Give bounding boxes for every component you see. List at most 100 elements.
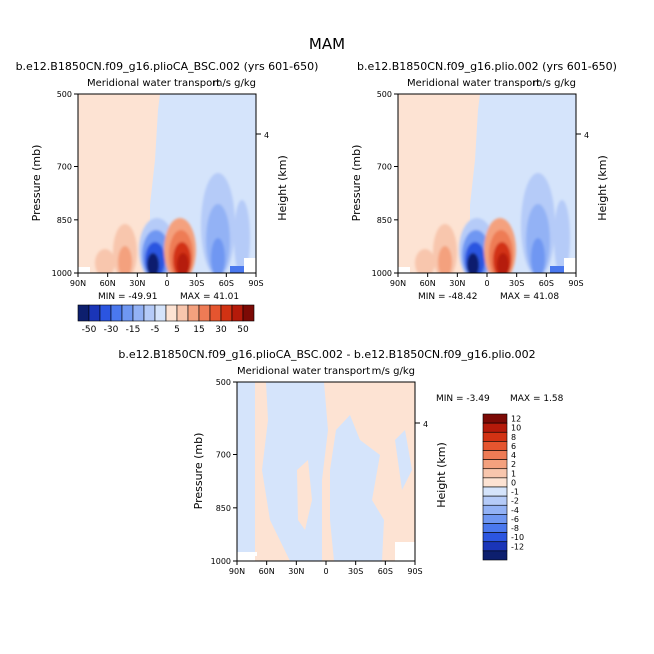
terrain-mask-south <box>230 266 244 273</box>
colorbar-top-swatch <box>110 304 123 322</box>
colorbar-bottom-swatch <box>482 550 508 561</box>
colorbar-bottom-swatch <box>482 532 508 543</box>
cell-south-mid-3 <box>531 238 545 273</box>
x-tick-label: 60N <box>259 567 275 576</box>
x-tick-label: 30S <box>189 279 204 288</box>
terrain-mask-north <box>78 267 90 273</box>
panel-a-units: m/s g/kg <box>213 78 256 89</box>
y-tick-label: 500 <box>216 378 231 387</box>
panel-c-header: b.e12.B1850CN.f09_g16.plioCA_BSC.002 - b… <box>118 348 535 361</box>
y-tick-label: 1000 <box>372 269 392 278</box>
panel-b-max-label: MAX = 41.08 <box>500 292 559 302</box>
colorbar-bottom-label: 6 <box>511 442 516 451</box>
x-tick-label: 90S <box>568 279 583 288</box>
colorbar-top: -50 -30 -15 -5 5 15 30 50 <box>77 304 255 335</box>
colorbar-bottom-label: 0 <box>511 478 516 487</box>
colorbar-bottom-label: -6 <box>511 515 519 524</box>
x-tick-label: 0 <box>164 279 169 288</box>
colorbar-top-label: -5 <box>151 325 160 335</box>
colorbar-bottom-label: 4 <box>511 451 516 460</box>
colorbar-bottom-label: 2 <box>511 460 516 469</box>
panel-b-header: b.e12.B1850CN.f09_g16.plio.002 (yrs 601-… <box>357 60 617 73</box>
x-tick-label: 60S <box>539 279 554 288</box>
panel-b-ylabel: Pressure (mb) <box>350 145 363 222</box>
x-tick-label: 30S <box>509 279 524 288</box>
y-tick-label: 700 <box>57 162 72 171</box>
colorbar-bottom-label: -2 <box>511 497 519 506</box>
colorbar-top-swatch <box>220 304 233 322</box>
x-tick-label: 90N <box>70 279 86 288</box>
colorbar-bottom-swatch <box>482 477 508 488</box>
colorbar-top-label: 5 <box>174 325 180 335</box>
panel-b-y-ticks: 500 700 850 1000 <box>372 90 398 278</box>
y-tick-label: 850 <box>216 504 231 513</box>
x-tick-label: 30N <box>129 279 145 288</box>
y-tick-label: 500 <box>57 90 72 99</box>
y-tick-label: 850 <box>377 216 392 225</box>
colorbar-top-swatch <box>77 304 90 322</box>
colorbar-bottom-label: 12 <box>511 415 521 424</box>
colorbar-bottom-swatch <box>482 541 508 552</box>
region-negative-4 <box>355 460 368 515</box>
colorbar-bottom-swatch <box>482 495 508 506</box>
colorbar-bottom-label: 10 <box>511 424 521 433</box>
x-tick-label: 0 <box>323 567 328 576</box>
x-tick-label: 90S <box>248 279 263 288</box>
panel-a-ylabel: Pressure (mb) <box>30 145 43 222</box>
panel-a-max-label: MAX = 41.01 <box>180 292 239 302</box>
colorbar-top-swatch <box>154 304 167 322</box>
y-tick-label: 850 <box>57 216 72 225</box>
colorbar-bottom-label: 1 <box>511 469 516 478</box>
colorbar-bottom-label: -8 <box>511 524 519 533</box>
colorbar-bottom-swatch <box>482 413 508 424</box>
terrain-mask-antarctica <box>395 542 415 561</box>
terrain-mask-north <box>398 267 410 273</box>
cell-pos-4 <box>497 253 509 273</box>
y-tick-label: 500 <box>377 90 392 99</box>
colorbar-bottom-swatch <box>482 459 508 470</box>
panel-a-y-ticks: 500 700 850 1000 <box>52 90 78 278</box>
panel-b-units: m/s g/kg <box>533 78 576 89</box>
region-positive-2 <box>297 460 312 530</box>
terrain-mask-north <box>237 552 257 561</box>
panel-c-subtitle: Meridional water transport <box>237 366 370 377</box>
colorbar-top-swatch <box>99 304 112 322</box>
terrain-mask-antarctica <box>244 258 256 273</box>
colorbar-bottom-swatch <box>482 514 508 524</box>
colorbar-top-swatch <box>231 304 244 322</box>
colorbar-top-swatch <box>165 304 178 322</box>
panel-c-ylabel-right: Height (km) <box>435 442 448 508</box>
panel-c-plot-area <box>237 382 415 561</box>
panel-b-ylabel-right: Height (km) <box>596 155 609 221</box>
y-tick-label: 700 <box>216 450 231 459</box>
x-tick-label: 30S <box>348 567 363 576</box>
panel-c-ylabel: Pressure (mb) <box>192 433 205 510</box>
region-positive-1 <box>255 382 290 561</box>
cell-north-3 <box>95 249 115 273</box>
x-tick-label: 90N <box>229 567 245 576</box>
terrain-mask-south <box>550 266 564 273</box>
cell-south-high <box>554 200 570 273</box>
x-tick-label: 0 <box>484 279 489 288</box>
panel-b-subtitle: Meridional water transport <box>407 78 540 89</box>
colorbar-bottom-swatch <box>482 468 508 479</box>
height-tick-label: 4 <box>264 131 269 140</box>
colorbar-top-label: -15 <box>126 325 141 335</box>
x-tick-label: 90N <box>390 279 406 288</box>
height-tick-label: 4 <box>584 131 589 140</box>
x-tick-label: 90S <box>407 567 422 576</box>
terrain-mask-mid <box>255 556 267 561</box>
terrain-mask-antarctica <box>564 258 576 273</box>
panel-b-plot-area <box>398 94 576 273</box>
panel-a-x-ticks: 90N 60N 30N 0 30S 60S 90S <box>70 273 264 288</box>
region-negative-5 <box>395 430 412 490</box>
colorbar-top-label: -30 <box>104 325 119 335</box>
colorbar-top-swatch <box>88 304 101 322</box>
colorbar-bottom-swatch <box>482 450 508 460</box>
colorbar-bottom-label: 8 <box>511 433 516 442</box>
y-tick-label: 700 <box>377 162 392 171</box>
panel-c-units: m/s g/kg <box>372 366 415 377</box>
colorbar-bottom-label: -12 <box>511 542 524 551</box>
